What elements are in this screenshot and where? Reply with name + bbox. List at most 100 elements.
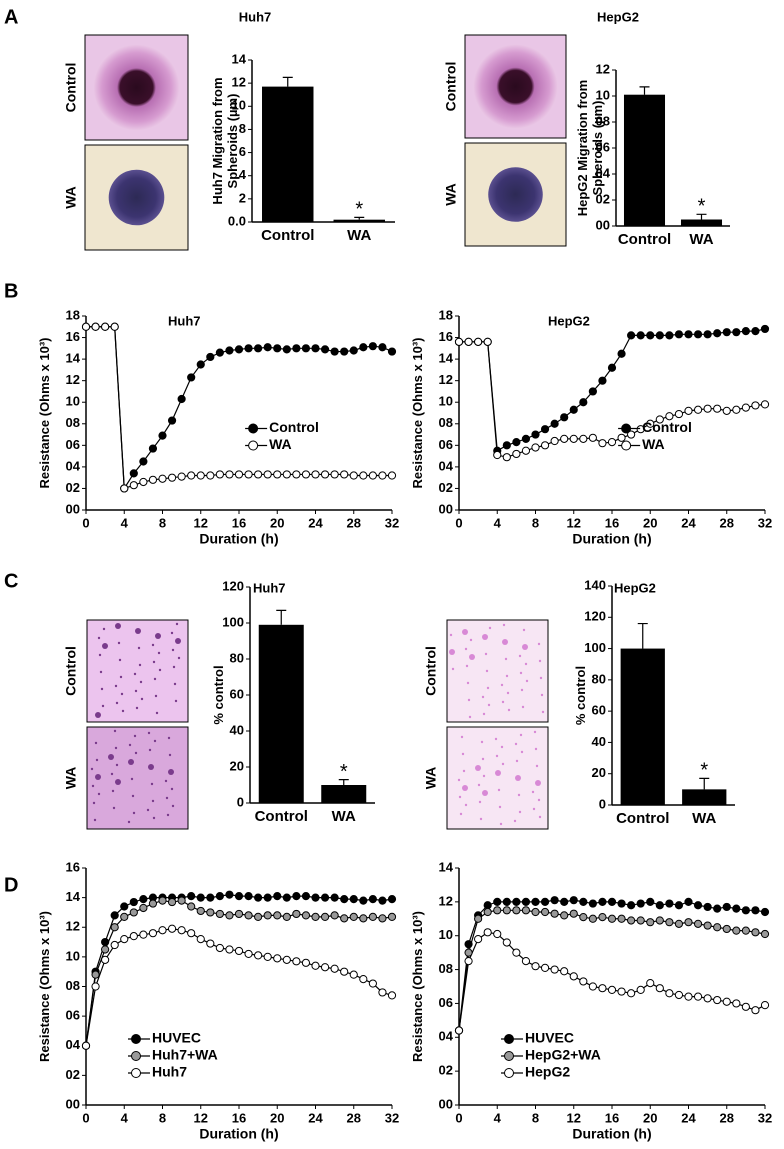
data-point bbox=[655, 415, 664, 424]
data-point bbox=[387, 347, 397, 356]
data-point bbox=[282, 912, 291, 921]
micrograph bbox=[86, 619, 189, 723]
data-point bbox=[177, 472, 186, 481]
image-bg bbox=[446, 726, 549, 830]
data-point bbox=[368, 895, 377, 904]
cell bbox=[505, 674, 509, 678]
y-tick-label: 10 bbox=[596, 87, 610, 102]
cell bbox=[525, 679, 529, 683]
cell bbox=[467, 698, 471, 702]
x-tick-label: Control bbox=[261, 227, 314, 244]
y-tick-label: 80 bbox=[592, 671, 606, 686]
chart-title: HepG2 bbox=[614, 580, 656, 595]
data-point bbox=[598, 912, 607, 922]
y-tick-label: 02 bbox=[439, 1063, 453, 1078]
data-point bbox=[378, 914, 387, 923]
data-point bbox=[502, 938, 511, 947]
cell bbox=[90, 767, 94, 771]
data-point bbox=[187, 471, 196, 480]
data-point bbox=[129, 897, 138, 907]
data-point bbox=[713, 904, 722, 913]
cell bbox=[151, 799, 155, 803]
data-point bbox=[110, 923, 119, 932]
data-point bbox=[521, 957, 531, 966]
cell bbox=[152, 660, 156, 664]
cell bbox=[131, 794, 135, 798]
data-point bbox=[378, 988, 387, 997]
cell bbox=[170, 631, 174, 635]
data-point bbox=[464, 940, 473, 949]
x-tick-label: 12 bbox=[194, 515, 208, 530]
data-point bbox=[674, 990, 684, 1000]
cell bbox=[100, 687, 104, 691]
annotation: * bbox=[700, 760, 708, 782]
cell bbox=[535, 780, 541, 786]
cell bbox=[95, 712, 101, 718]
spheroid bbox=[108, 169, 165, 226]
cell bbox=[92, 801, 96, 805]
cell bbox=[519, 733, 523, 737]
data-point bbox=[234, 470, 244, 479]
y-tick-label: 40 bbox=[592, 734, 606, 749]
cell bbox=[114, 684, 118, 688]
y-tick-label: 08 bbox=[66, 415, 80, 430]
image-bg bbox=[86, 619, 189, 723]
cell bbox=[498, 805, 502, 809]
x-tick-label: 32 bbox=[758, 515, 772, 530]
x-tick-label: 8 bbox=[532, 1110, 539, 1125]
data-point bbox=[751, 906, 760, 915]
cell bbox=[118, 658, 122, 662]
y-axis-label: Huh7 Migration from Spheroids (µm) bbox=[210, 77, 240, 205]
cell bbox=[521, 705, 525, 709]
cell bbox=[480, 740, 484, 744]
data-point bbox=[234, 909, 244, 919]
cell bbox=[475, 765, 481, 771]
cell bbox=[487, 703, 491, 707]
y-tick-label: 08 bbox=[439, 415, 453, 430]
data-point bbox=[263, 952, 272, 961]
data-point bbox=[206, 471, 215, 480]
data-point bbox=[187, 373, 196, 382]
legend-label: Huh7 bbox=[152, 1064, 187, 1080]
data-point bbox=[378, 471, 387, 480]
cell bbox=[153, 677, 157, 681]
legend-label: Control bbox=[269, 419, 319, 435]
data-point bbox=[684, 992, 693, 1001]
y-tick-label: 00 bbox=[439, 501, 453, 516]
y-tick-label: 08 bbox=[596, 113, 610, 128]
data-point bbox=[531, 907, 540, 917]
y-tick-label: 02 bbox=[66, 480, 80, 495]
y-tick-label: 04 bbox=[66, 1037, 81, 1052]
data-point bbox=[512, 449, 521, 459]
x-tick-label: 4 bbox=[121, 515, 129, 530]
cell bbox=[481, 757, 485, 761]
cell bbox=[459, 812, 463, 816]
y-tick-label: 06 bbox=[66, 437, 80, 452]
cell bbox=[115, 623, 121, 629]
data-point bbox=[254, 912, 263, 921]
data-point bbox=[215, 909, 224, 919]
data-point bbox=[254, 951, 263, 960]
data-point bbox=[301, 892, 311, 901]
x-tick-label: 4 bbox=[494, 1110, 502, 1125]
cell bbox=[469, 654, 475, 660]
data-point bbox=[540, 441, 550, 450]
cell bbox=[514, 742, 518, 746]
x-tick-label: 0 bbox=[82, 515, 89, 530]
data-point bbox=[521, 906, 531, 915]
data-point bbox=[540, 963, 550, 972]
y-tick-label: 00 bbox=[439, 1096, 453, 1111]
cell bbox=[499, 822, 503, 826]
y-axis-label: Resistance (Ohms x 10³) bbox=[36, 911, 52, 1063]
data-point bbox=[684, 330, 693, 339]
data-point bbox=[598, 376, 607, 385]
data-point bbox=[301, 470, 311, 479]
data-point bbox=[760, 400, 770, 409]
data-point bbox=[167, 924, 177, 933]
cell bbox=[148, 764, 154, 770]
data-point bbox=[320, 963, 330, 972]
y-tick-label: 0.0 bbox=[228, 213, 246, 228]
panel-label: B bbox=[4, 280, 18, 302]
data-point bbox=[703, 902, 712, 912]
